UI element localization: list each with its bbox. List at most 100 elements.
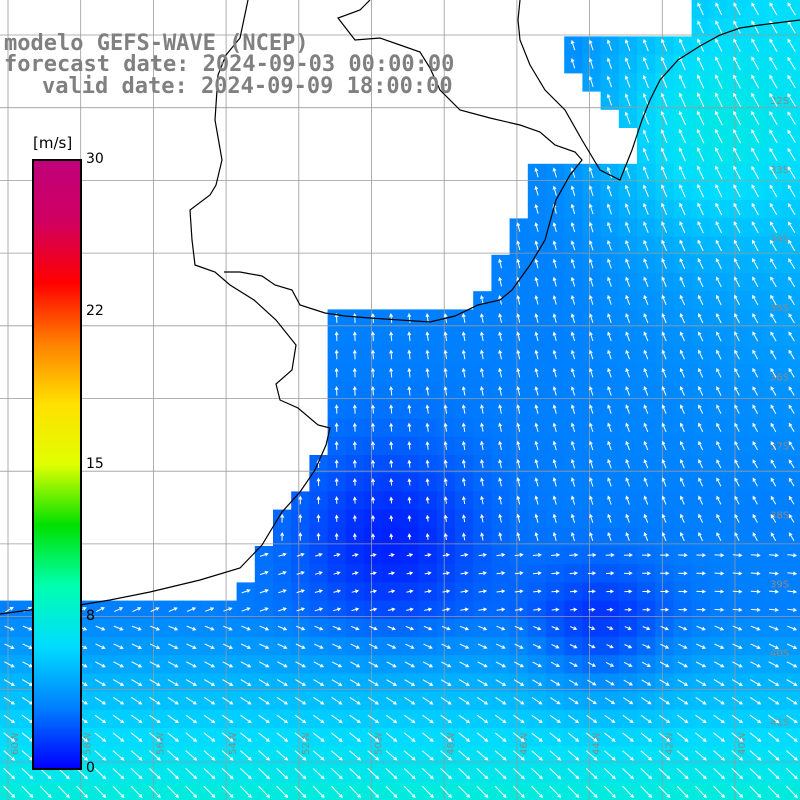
- wind-arrow: [680, 495, 685, 505]
- wind-arrow: [534, 167, 539, 178]
- wind-arrow: [570, 222, 576, 233]
- wind-arrow: [222, 643, 234, 649]
- wind-arrow: [751, 147, 760, 162]
- wind-arrow: [732, 589, 743, 594]
- wind-arrow: [679, 386, 685, 396]
- wind-arrow: [405, 625, 415, 631]
- wind-arrow: [640, 768, 653, 780]
- wind-arrow: [387, 625, 396, 631]
- wind-arrow: [513, 697, 525, 705]
- wind-arrow: [424, 607, 433, 612]
- wind-arrow: [425, 477, 430, 486]
- wind-arrow: [94, 714, 107, 724]
- wind-arrow: [695, 696, 707, 705]
- wind-arrow: [130, 750, 143, 761]
- wind-arrow: [478, 607, 488, 612]
- wind-arrow: [695, 679, 707, 686]
- wind-arrow: [624, 571, 633, 576]
- wind-arrow: [751, 202, 759, 216]
- wind-arrow: [661, 531, 667, 542]
- wind-arrow: [588, 75, 594, 88]
- wind-arrow: [570, 513, 576, 523]
- wind-arrow: [588, 57, 594, 69]
- wind-arrow: [424, 553, 432, 557]
- wind-arrow: [694, 750, 707, 761]
- wind-arrow: [640, 714, 652, 724]
- wind-arrow: [733, 147, 741, 162]
- wind-arrow: [421, 750, 434, 761]
- wind-arrow: [352, 514, 357, 522]
- wind-arrow: [443, 331, 448, 342]
- wind-arrow: [313, 661, 325, 668]
- wind-arrow: [661, 440, 667, 451]
- wind-arrow: [495, 661, 507, 668]
- wind-arrow: [788, 404, 795, 414]
- wind-arrow: [549, 750, 562, 761]
- wind-arrow: [531, 714, 543, 724]
- wind-arrow: [697, 257, 704, 270]
- wind-arrow: [371, 496, 376, 504]
- wind-arrow: [222, 714, 234, 724]
- wind-arrow: [785, 768, 798, 780]
- wind-arrow: [679, 276, 686, 288]
- wind-arrow: [678, 589, 688, 594]
- wind-arrow: [167, 732, 180, 742]
- wind-arrow: [514, 552, 524, 557]
- wind-arrow: [643, 422, 649, 433]
- wind-arrow: [552, 276, 557, 287]
- wind-arrow: [587, 571, 597, 576]
- wind-arrow: [276, 732, 289, 742]
- wind-arrow: [640, 785, 653, 799]
- wind-arrow: [642, 129, 649, 143]
- wind-arrow: [167, 661, 179, 668]
- wind-arrow: [750, 571, 761, 576]
- wind-arrow: [3, 696, 16, 705]
- wind-arrow: [552, 531, 557, 542]
- wind-arrow: [768, 679, 780, 686]
- wind-arrow: [788, 386, 795, 396]
- wind-arrow: [352, 331, 357, 342]
- wind-arrow: [22, 643, 33, 649]
- wind-arrow: [349, 768, 362, 780]
- wind-arrow: [440, 714, 452, 724]
- wind-arrow: [714, 625, 725, 631]
- wind-arrow: [698, 367, 704, 378]
- wind-arrow: [567, 732, 580, 742]
- wind-arrow: [567, 768, 580, 780]
- wind-arrow: [276, 750, 289, 761]
- wind-arrow: [389, 422, 394, 432]
- wind-arrow: [460, 571, 469, 576]
- wind-arrow: [751, 110, 760, 126]
- wind-arrow: [350, 625, 360, 631]
- wind-arrow: [770, 477, 777, 487]
- wind-arrow: [516, 294, 521, 305]
- wind-arrow: [588, 39, 594, 51]
- wind-arrow: [604, 714, 616, 724]
- wind-arrow: [276, 768, 289, 780]
- wind-arrow: [331, 696, 343, 705]
- wind-arrow: [352, 441, 357, 450]
- wind-arrow: [625, 276, 631, 287]
- wind-arrow: [458, 768, 471, 780]
- wind-arrow: [531, 768, 544, 780]
- wind-arrow: [679, 422, 685, 433]
- wind-arrow: [240, 643, 252, 649]
- wind-arrow: [349, 679, 361, 686]
- wind-arrow: [752, 422, 759, 433]
- wind-arrow: [679, 331, 685, 342]
- wind-arrow: [786, 714, 798, 724]
- wind-arrow: [749, 750, 762, 761]
- wind-arrow: [534, 349, 539, 360]
- wind-arrow: [679, 184, 686, 198]
- wind-arrow: [570, 313, 576, 323]
- wind-arrow: [733, 56, 741, 71]
- wind-arrow: [642, 147, 649, 161]
- wind-arrow: [459, 625, 470, 631]
- wind-arrow: [314, 589, 324, 594]
- wind-arrow: [678, 643, 688, 649]
- latitude-label: 38S: [770, 510, 789, 521]
- wind-arrow: [713, 661, 725, 668]
- wind-arrow: [516, 495, 521, 505]
- wind-arrow: [751, 92, 760, 107]
